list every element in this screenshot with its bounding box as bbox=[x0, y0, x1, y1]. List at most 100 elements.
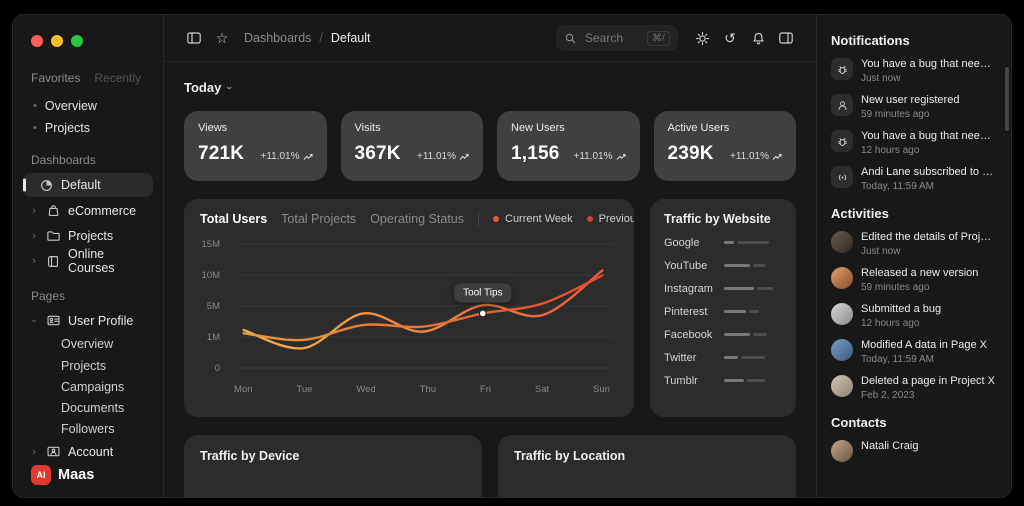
search-input[interactable] bbox=[583, 30, 641, 46]
activity-item[interactable]: Deleted a page in Project X Feb 2, 2023 bbox=[831, 375, 997, 401]
stat-card-views[interactable]: Views 721K +11.01% bbox=[184, 111, 327, 181]
sidebar-subitem-campaigns[interactable]: Campaigns bbox=[23, 376, 153, 397]
book-icon bbox=[46, 254, 61, 269]
activity-item[interactable]: Modified A data in Page X Today, 11:59 A… bbox=[831, 339, 997, 365]
notification-time: 59 minutes ago bbox=[861, 109, 930, 120]
sidebar-item-online-courses[interactable]: › Online Courses bbox=[23, 247, 153, 275]
activity-item[interactable]: Edited the details of Project X Just now bbox=[831, 231, 997, 257]
toggle-right-sidebar-button[interactable] bbox=[775, 27, 797, 49]
stat-card-visits[interactable]: Visits 367K +11.01% bbox=[340, 111, 483, 181]
card-title: Traffic by Device bbox=[200, 449, 300, 463]
avatar bbox=[831, 440, 853, 462]
left-sidebar: Favorites Recently • Overview • Projects… bbox=[13, 15, 163, 497]
main-column: ☆ Dashboards / Default ⌘/ ↺ bbox=[163, 15, 817, 497]
stat-label: Visits bbox=[354, 122, 381, 134]
activity-time: 12 hours ago bbox=[861, 318, 920, 329]
avatar bbox=[831, 231, 853, 253]
tab-recently[interactable]: Recently bbox=[94, 71, 142, 85]
stat-card-new-users[interactable]: New Users 1,156 +11.01% bbox=[497, 111, 640, 181]
notification-item[interactable]: You have a bug that needs t... 12 hours … bbox=[831, 130, 997, 156]
card-title: Traffic by Website bbox=[664, 212, 771, 226]
minimize-window-button[interactable] bbox=[51, 35, 63, 47]
search-box[interactable]: ⌘/ bbox=[556, 25, 678, 51]
user-icon bbox=[831, 94, 853, 116]
activity-item[interactable]: Released a new version 59 minutes ago bbox=[831, 267, 997, 293]
close-window-button[interactable] bbox=[31, 35, 43, 47]
activity-text: Edited the details of Project X bbox=[861, 231, 995, 243]
bell-icon[interactable] bbox=[747, 27, 769, 49]
sidebar-item-ecommerce[interactable]: › eCommerce bbox=[23, 198, 153, 222]
activity-text: Released a new version bbox=[861, 267, 979, 279]
tab-total-users[interactable]: Total Users bbox=[200, 212, 268, 226]
chevron-right-icon: › bbox=[32, 255, 36, 268]
stat-label: Views bbox=[198, 122, 228, 134]
site-row-instagram[interactable]: Instagram bbox=[664, 282, 782, 295]
legend-dot-icon bbox=[493, 216, 499, 222]
favorite-star-icon[interactable]: ☆ bbox=[215, 29, 229, 46]
toggle-left-sidebar-button[interactable] bbox=[183, 27, 205, 49]
tab-operating-status[interactable]: Operating Status bbox=[370, 212, 464, 226]
traffic-by-location-card: Traffic by Location bbox=[498, 435, 796, 497]
notification-time: Today, 11:59 AM bbox=[861, 181, 935, 192]
sidebar-item-default[interactable]: Default bbox=[23, 173, 153, 198]
search-icon bbox=[564, 32, 577, 45]
site-row-youtube[interactable]: YouTube bbox=[664, 259, 782, 272]
site-row-google[interactable]: Google bbox=[664, 236, 782, 249]
broadcast-icon bbox=[831, 166, 853, 188]
sidebar-item-label: Projects bbox=[68, 228, 114, 243]
trend-up-icon bbox=[459, 153, 469, 160]
breadcrumb-page[interactable]: Default bbox=[330, 31, 371, 45]
contact-item[interactable]: Natali Craig bbox=[831, 440, 997, 462]
stat-value: 239K bbox=[667, 143, 714, 164]
sidebar-item-label: Followers bbox=[61, 422, 115, 437]
section-title-pages: Pages bbox=[31, 288, 66, 303]
sidebar-item-overview[interactable]: • Overview bbox=[23, 95, 153, 117]
sidebar-subitem-projects[interactable]: Projects bbox=[23, 355, 153, 376]
site-bar bbox=[724, 287, 782, 290]
tab-total-projects[interactable]: Total Projects bbox=[281, 212, 357, 226]
top-bar: ☆ Dashboards / Default ⌘/ ↺ bbox=[164, 15, 816, 62]
breadcrumb-section[interactable]: Dashboards bbox=[244, 31, 312, 45]
notification-item[interactable]: Andi Lane subscribed to you Today, 11:59… bbox=[831, 166, 997, 192]
dashboard-content: Today › Views 721K +11.01% Visits 367K +… bbox=[164, 62, 816, 497]
app-window: Favorites Recently • Overview • Projects… bbox=[12, 14, 1012, 498]
sidebar-item-user-profile[interactable]: › User Profile bbox=[23, 309, 153, 333]
zoom-window-button[interactable] bbox=[71, 35, 83, 47]
activity-time: 59 minutes ago bbox=[861, 282, 930, 293]
sidebar-subitem-documents[interactable]: Documents bbox=[23, 397, 153, 418]
site-row-twitter[interactable]: Twitter bbox=[664, 351, 782, 364]
sidebar-item-account[interactable]: › Account bbox=[23, 440, 153, 464]
site-bar bbox=[724, 241, 782, 244]
activity-item[interactable]: Submitted a bug 12 hours ago bbox=[831, 303, 997, 329]
sidebar-item-projects[interactable]: • Projects bbox=[23, 117, 153, 139]
site-bar bbox=[724, 379, 782, 382]
sidebar-subitem-overview[interactable]: Overview bbox=[23, 334, 153, 355]
sidebar-item-label: Overview bbox=[61, 337, 114, 352]
contacts-title: Contacts bbox=[831, 415, 887, 430]
x-axis-labels: Mon Tue Wed Thu Fri Sat Sun bbox=[234, 384, 610, 395]
theme-sun-icon[interactable] bbox=[691, 27, 713, 49]
stat-card-active-users[interactable]: Active Users 239K +11.01% bbox=[653, 111, 796, 181]
traffic-by-website-card: Traffic by Website Google YouTube Instag… bbox=[650, 199, 796, 417]
folder-icon bbox=[46, 228, 61, 243]
trend-up-icon bbox=[303, 153, 313, 160]
scrollbar[interactable] bbox=[1005, 67, 1009, 131]
site-row-pinterest[interactable]: Pinterest bbox=[664, 305, 782, 318]
history-icon[interactable]: ↺ bbox=[724, 29, 736, 46]
tab-favorites[interactable]: Favorites bbox=[31, 71, 81, 85]
stats-row: Views 721K +11.01% Visits 367K +11.01% N… bbox=[184, 111, 796, 181]
chevron-right-icon: › bbox=[32, 204, 36, 217]
sidebar-item-projects-dash[interactable]: › Projects bbox=[23, 224, 153, 248]
notification-item[interactable]: You have a bug that needs t... Just now bbox=[831, 58, 997, 84]
activity-time: Just now bbox=[861, 246, 901, 257]
bug-icon bbox=[831, 130, 853, 152]
notification-item[interactable]: New user registered 59 minutes ago bbox=[831, 94, 997, 120]
avatar bbox=[831, 267, 853, 289]
line-chart[interactable]: Tool Tips bbox=[228, 238, 618, 378]
sidebar-subitem-followers[interactable]: Followers bbox=[23, 419, 153, 440]
site-row-facebook[interactable]: Facebook bbox=[664, 328, 782, 341]
site-bar bbox=[724, 310, 782, 313]
period-filter[interactable]: Today › bbox=[184, 80, 796, 95]
notification-text: You have a bug that needs t... bbox=[861, 130, 995, 142]
site-row-tumblr[interactable]: Tumblr bbox=[664, 374, 782, 387]
